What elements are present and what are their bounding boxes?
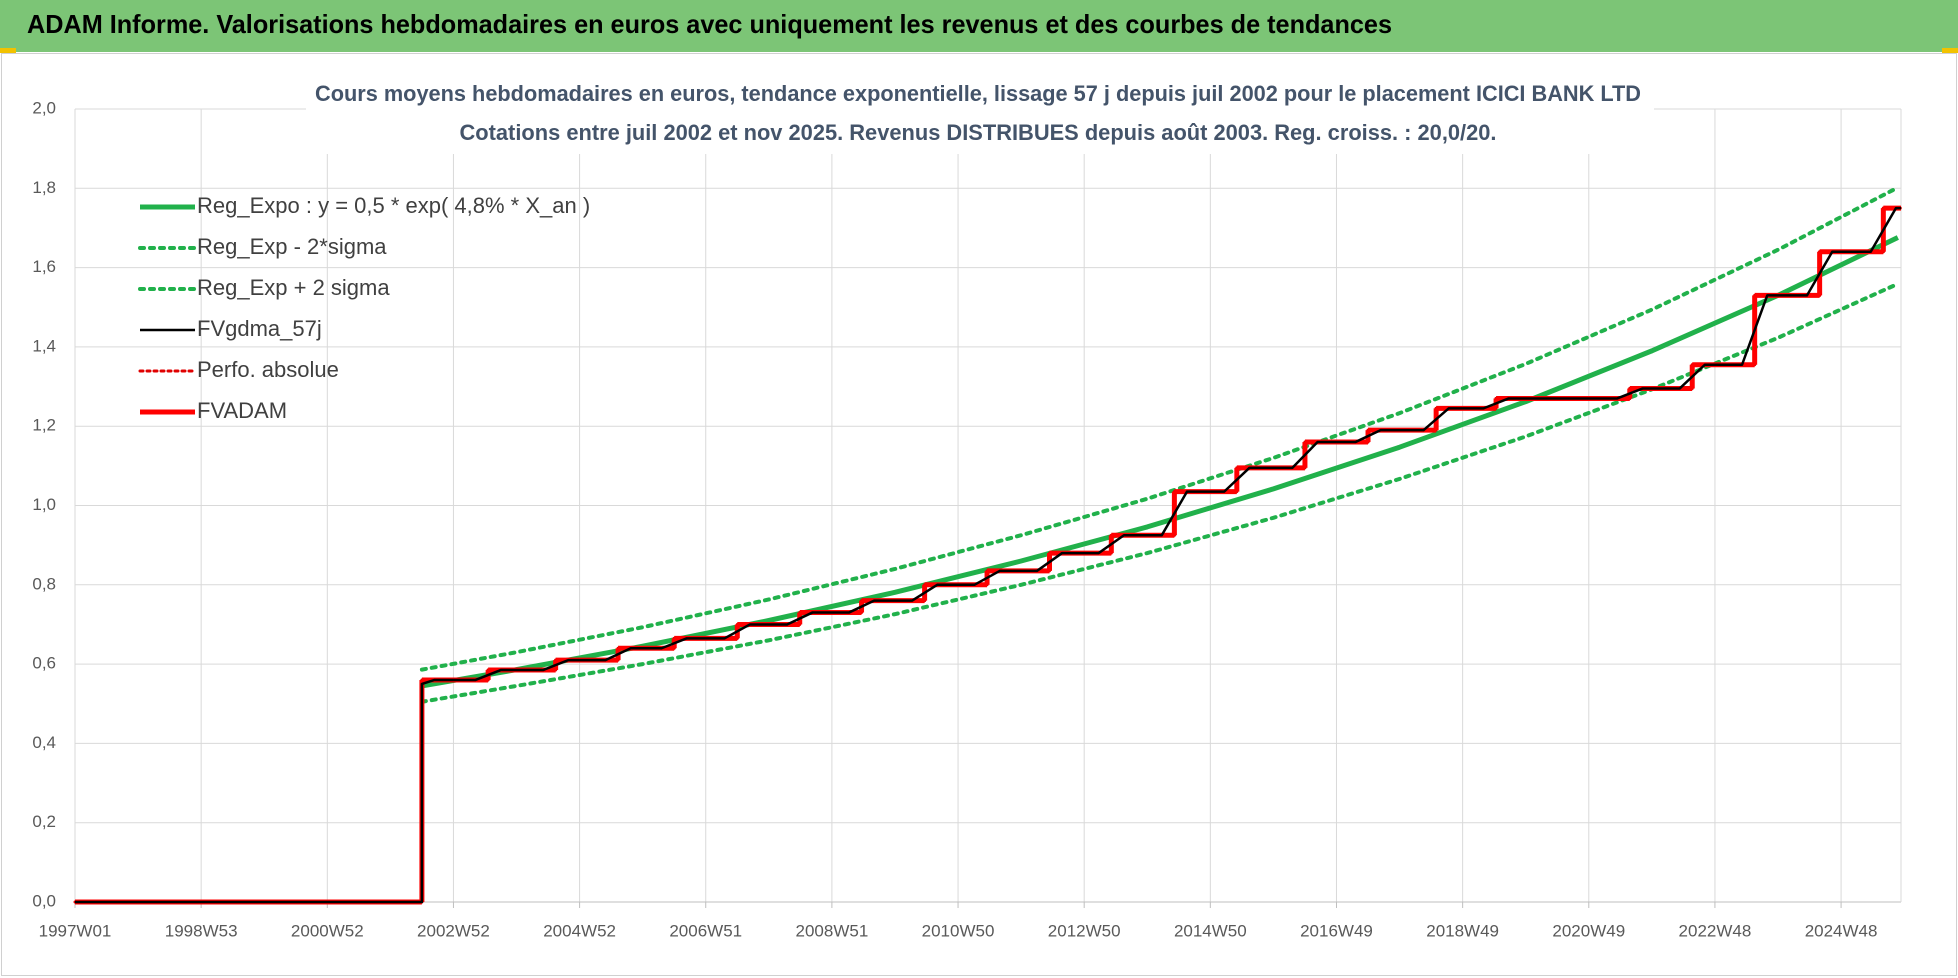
x-tick-label: 2012W50 (1048, 921, 1121, 940)
series-line (75, 206, 1901, 904)
x-tick-label: 2014W50 (1174, 921, 1247, 940)
y-tick-label: 0,8 (32, 574, 56, 593)
corner-mark (0, 48, 16, 53)
legend-label: Reg_Exp + 2 sigma (197, 275, 390, 300)
y-tick-label: 0,4 (32, 733, 56, 752)
x-tick-label: 1997W01 (39, 921, 112, 940)
x-tick-label: 2018W49 (1426, 921, 1499, 940)
y-tick-label: 1,2 (32, 416, 56, 435)
y-tick-label: 0,6 (32, 654, 56, 673)
x-tick-label: 2008W51 (796, 921, 869, 940)
x-tick-label: 2024W48 (1805, 921, 1878, 940)
y-tick-label: 2,0 (32, 98, 56, 117)
x-tick-label: 2002W52 (417, 921, 490, 940)
y-tick-label: 1,4 (32, 336, 56, 355)
corner-mark (1942, 48, 1958, 53)
x-tick-label: 2020W49 (1552, 921, 1625, 940)
legend-label: Reg_Exp - 2*sigma (197, 234, 387, 259)
x-tick-label: 2000W52 (291, 921, 364, 940)
x-tick-label: 2022W48 (1679, 921, 1752, 940)
y-tick-label: 0,2 (32, 812, 56, 831)
x-tick-label: 2004W52 (543, 921, 616, 940)
legend-label: FVADAM (197, 398, 287, 423)
grid: 0,0 0,2 0,4 0,6 0,8 1,0 1,2 1,4 1,6 1,8 2,0 1997W01… (32, 98, 1902, 940)
y-tick-label: 0,0 (32, 891, 56, 910)
series-line (419, 185, 1900, 672)
legend: Reg_Expo : y = 0,5 * exp( 4,8% * X_an ) R… (138, 193, 590, 423)
header-bar (0, 0, 1958, 52)
legend-label: FVgdma_57j (197, 316, 322, 341)
chart-subtitle: Cotations entre juil 2002 et nov 2025. R… (460, 120, 1497, 145)
x-tick-label: 2010W50 (922, 921, 995, 940)
header-title: ADAM Informe. Valorisations hebdomadaire… (27, 9, 1392, 39)
y-tick-label: 1,8 (32, 178, 56, 197)
y-tick-label: 1,0 (32, 495, 56, 514)
legend-label: Perfo. absolue (197, 357, 339, 382)
chart-title: Cours moyens hebdomadaires en euros, ten… (315, 81, 1641, 106)
legend-label: Reg_Expo : y = 0,5 * exp( 4,8% * X_an ) (197, 193, 590, 218)
chart-border (1, 53, 1957, 976)
title-background (306, 80, 1654, 154)
plot-lines (73, 185, 1903, 905)
x-tick-label: 1998W53 (165, 921, 238, 940)
y-tick-label: 1,6 (32, 257, 56, 276)
x-tick-label: 2016W49 (1300, 921, 1373, 940)
x-tick-label: 2006W51 (669, 921, 742, 940)
